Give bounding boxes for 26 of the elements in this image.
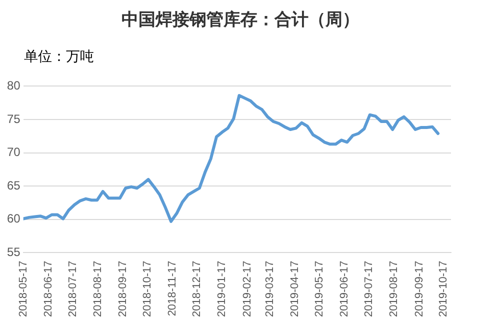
y-tick-label: 55 <box>6 245 21 260</box>
x-tick-label: 2018-08-17 <box>92 260 104 318</box>
y-tick-label: 75 <box>6 112 21 126</box>
y-tick-label: 65 <box>6 178 21 192</box>
x-tick-label: 2019-06-17 <box>338 260 351 318</box>
x-tick-label: 2019-02-17 <box>241 260 254 318</box>
x-tick-label: 2019-05-17 <box>314 260 326 318</box>
chart-title: 中国焊接钢管库存：合计（周） <box>120 9 360 31</box>
x-tick-label: 2018-11-17 <box>166 260 179 316</box>
x-tick-label: 2018-05-17 <box>17 260 30 318</box>
x-tick-label: 2018-09-17 <box>117 260 130 318</box>
x-tick-label: 2018-12-17 <box>191 260 204 318</box>
x-tick-label: 2019-04-17 <box>289 260 302 318</box>
x-tick-label: 2018-10-17 <box>142 260 154 318</box>
x-tick-label: 2019-01-17 <box>216 260 228 318</box>
x-tick-label: 2018-07-17 <box>66 260 79 318</box>
x-tick-label: 2019-03-17 <box>264 260 276 318</box>
text: 单位：万吨 <box>24 48 94 66</box>
y-tick-label: 70 <box>6 145 21 160</box>
y-tick-label: 60 <box>6 212 21 226</box>
x-tick-label: 2019-08-17 <box>388 260 400 318</box>
x-tick-label: 2019-09-17 <box>413 260 426 318</box>
x-tick-label: 2018-06-17 <box>42 260 55 318</box>
y-tick-label: 80 <box>6 78 21 93</box>
x-tick-label: 2019-07-17 <box>363 260 376 318</box>
x-tick-label: 2019-10-17 <box>438 260 450 318</box>
